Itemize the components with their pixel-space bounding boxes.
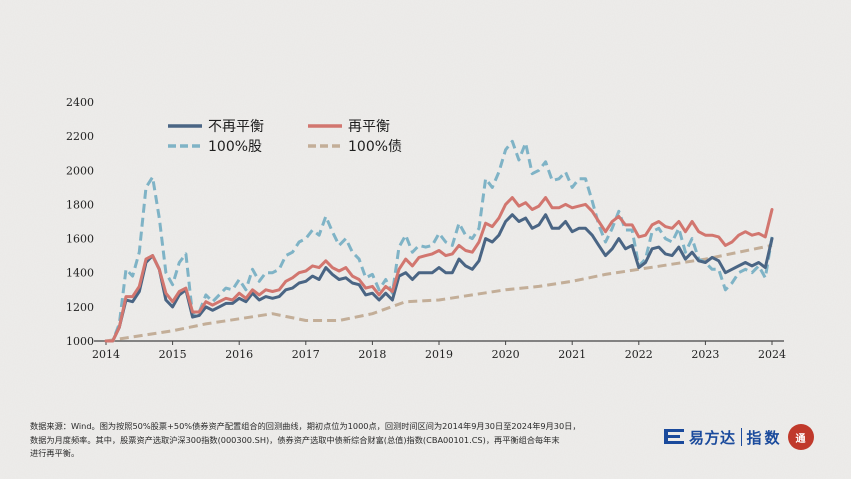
y-tick-label: 2000 [66, 164, 94, 177]
y-tick-label: 2200 [66, 130, 94, 143]
brand-divider [740, 428, 742, 446]
x-tick-label: 2021 [558, 348, 586, 361]
e-fund-logo-icon [664, 429, 684, 445]
x-tick-label: 2023 [691, 348, 719, 361]
footnote-line-1: 数据来源：Wind。图为按照50%股票+50%债券资产配置组合的回测曲线，期初点… [30, 421, 581, 431]
y-tick-label: 1400 [66, 267, 94, 280]
line-chart: 2014 2015 2016 2017 2018 2019 2020 2021 2022 2023… [66, 96, 786, 361]
x-tick-label: 2024 [758, 348, 786, 361]
y-tick-label: 1200 [66, 301, 94, 314]
x-tick-label: 2017 [292, 348, 320, 361]
brand-logo: 易方达 指数 通 [664, 422, 814, 452]
source-footnote: 数据来源：Wind。图为按照50%股票+50%债券资产配置组合的回测曲线，期初点… [30, 420, 630, 461]
x-tick-label: 2014 [92, 348, 120, 361]
x-tick-label: 2019 [425, 348, 453, 361]
x-tick-label: 2015 [159, 348, 187, 361]
legend-label: 再平衡 [348, 119, 390, 135]
y-tick-label: 2400 [66, 96, 94, 109]
brand-subtitle: 指数 [746, 428, 783, 447]
series-line-0 [104, 213, 774, 343]
y-tick-label: 1600 [66, 233, 94, 246]
footnote-line-3: 进行再平衡。 [30, 448, 80, 458]
y-tick-label: 1000 [66, 335, 94, 348]
chart-axes: 2014 2015 2016 2017 2018 2019 2020 2021 2022 2023… [66, 96, 786, 361]
x-tick-label: 2022 [625, 348, 653, 361]
series-line-2 [106, 139, 774, 343]
x-tick-label: 2016 [225, 348, 253, 361]
seal-stamp: 通 [787, 424, 814, 450]
series-line-1 [104, 196, 774, 343]
legend-label: 不再平衡 [208, 119, 264, 135]
series-line-3 [105, 243, 773, 343]
x-tick-label: 2018 [358, 348, 386, 361]
y-tick-label: 1800 [66, 198, 94, 211]
legend-label: 100%债 [348, 139, 402, 155]
legend-label: 100%股 [208, 139, 262, 155]
chart-legend: 不再平衡 再平衡 100%股 100%债 [168, 119, 402, 155]
brand-name: 易方达 [689, 428, 736, 447]
series-layer [104, 139, 774, 343]
x-tick-label: 2020 [492, 348, 520, 361]
footnote-line-2: 数据为月度频率。其中，股票资产选取沪深300指数(000300.SH)，债券资产… [30, 434, 560, 445]
